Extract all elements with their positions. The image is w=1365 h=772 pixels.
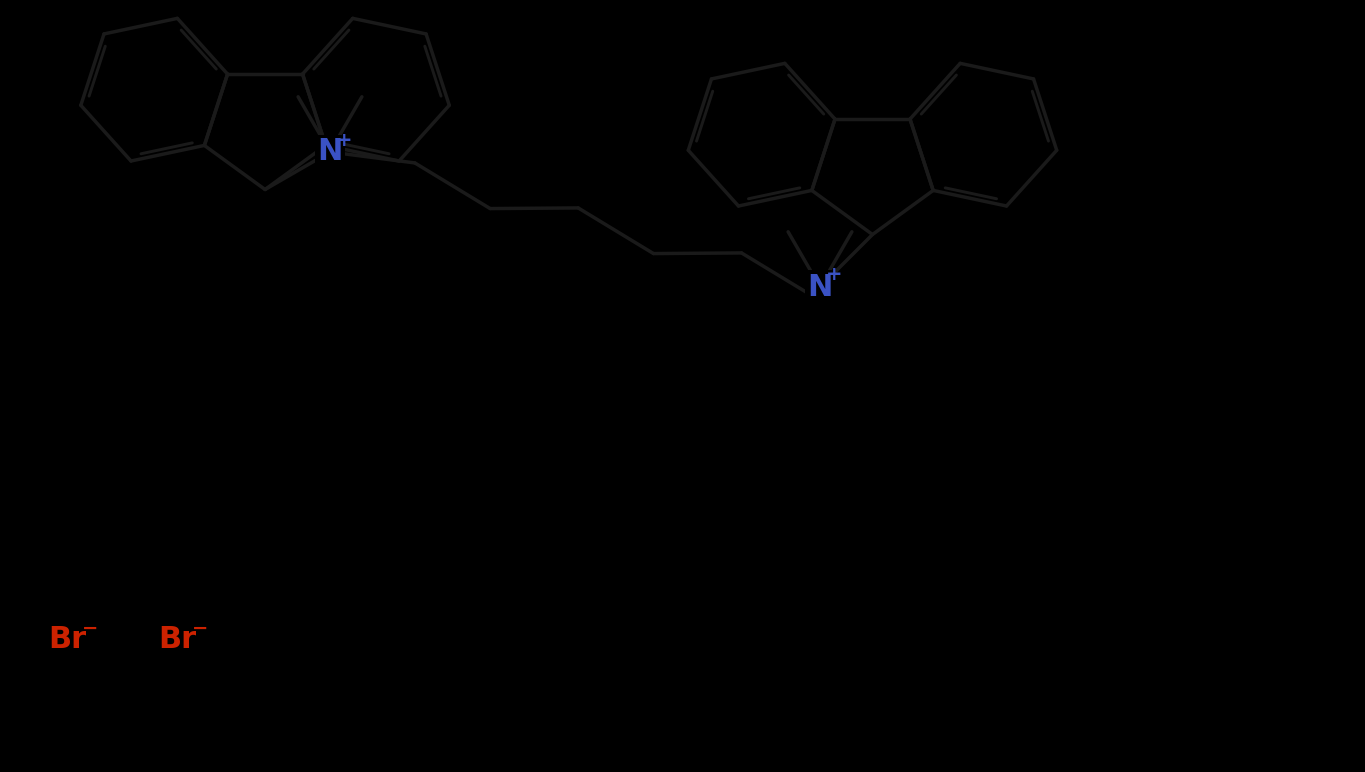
Text: −: − xyxy=(192,618,209,638)
Text: Br: Br xyxy=(48,625,86,655)
Text: N: N xyxy=(807,273,833,302)
Text: Br: Br xyxy=(158,625,197,655)
Text: N: N xyxy=(317,137,343,167)
Text: −: − xyxy=(82,618,98,638)
Text: +: + xyxy=(826,266,842,285)
Text: +: + xyxy=(336,130,352,150)
